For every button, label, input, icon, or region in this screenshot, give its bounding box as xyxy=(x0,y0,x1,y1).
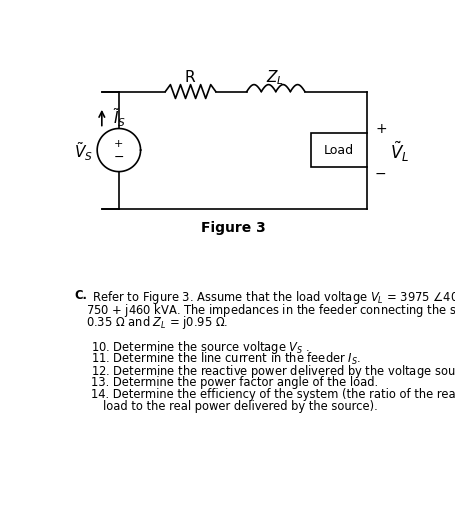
Text: +: + xyxy=(375,122,387,136)
Text: R: R xyxy=(185,70,196,85)
Text: −: − xyxy=(114,151,124,164)
Text: 13. Determine the power factor angle of the load.: 13. Determine the power factor angle of … xyxy=(91,376,378,389)
Text: Refer to Figure 3. Assume that the load voltage $V_L$ = 3975 $\angle$40° V and t: Refer to Figure 3. Assume that the load … xyxy=(85,290,455,306)
Text: +: + xyxy=(114,139,124,149)
Text: $\tilde{V}_L$: $\tilde{V}_L$ xyxy=(390,140,409,164)
Text: 10. Determine the source voltage $V_S$ .: 10. Determine the source voltage $V_S$ . xyxy=(91,339,310,356)
Text: $\tilde{V}_S$: $\tilde{V}_S$ xyxy=(74,140,93,163)
Bar xyxy=(311,133,367,168)
Text: Figure 3: Figure 3 xyxy=(201,221,266,235)
Text: C.: C. xyxy=(74,290,87,303)
Text: −: − xyxy=(375,167,387,181)
Text: load to the real power delivered by the source).: load to the real power delivered by the … xyxy=(103,400,378,413)
Text: 14. Determine the efficiency of the system (the ratio of the real power absorbed: 14. Determine the efficiency of the syst… xyxy=(91,388,455,401)
Text: 11. Determine the line current in the feeder $I_S$.: 11. Determine the line current in the fe… xyxy=(91,351,361,367)
Text: $Z_L$: $Z_L$ xyxy=(266,69,284,87)
Text: Load: Load xyxy=(324,144,354,157)
Text: $\tilde{I}_S$: $\tilde{I}_S$ xyxy=(113,106,126,129)
Text: 750 + j460 kVA. The impedances in the feeder connecting the source to the load a: 750 + j460 kVA. The impedances in the fe… xyxy=(86,302,455,319)
Text: 12. Determine the reactive power delivered by the voltage source $V_S$.: 12. Determine the reactive power deliver… xyxy=(91,363,455,380)
Text: 0.35 Ω and $Z_L$ = j0.95 Ω.: 0.35 Ω and $Z_L$ = j0.95 Ω. xyxy=(86,314,228,331)
